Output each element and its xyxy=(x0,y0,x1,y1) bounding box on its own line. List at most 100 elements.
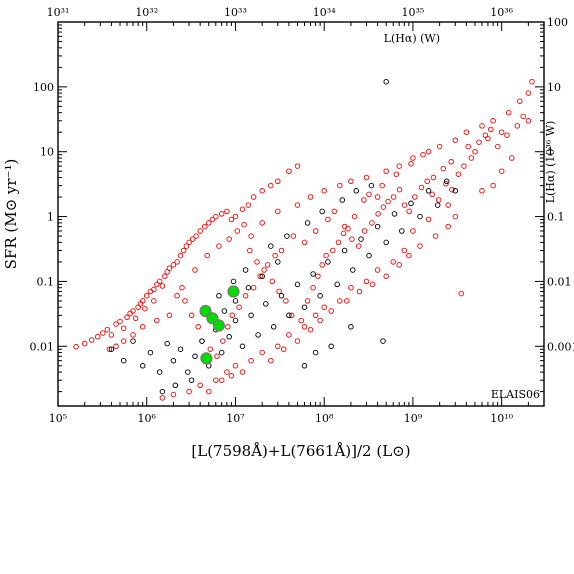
series-0-point-180 xyxy=(269,278,276,285)
series-0-point-165 xyxy=(130,332,136,338)
y-tick-label-1: 0.1 xyxy=(37,275,55,288)
series-0-point-80 xyxy=(458,290,464,297)
series-1-point-18 xyxy=(248,312,254,319)
series-1-point-55 xyxy=(304,220,311,226)
series-0-point-75 xyxy=(525,118,532,124)
series-0-point-17 xyxy=(142,305,148,312)
series-1-point-32 xyxy=(358,236,364,242)
series-0-point-160 xyxy=(278,247,285,254)
x-top-tick-label-0: 10³¹ xyxy=(47,6,70,19)
series-1-point-59 xyxy=(368,182,375,189)
series-0-point-44 xyxy=(239,206,246,212)
series-1-point-60 xyxy=(380,338,386,344)
series-0-point-51 xyxy=(294,163,301,169)
series-0-point-161 xyxy=(290,233,297,239)
series-1-point-49 xyxy=(221,308,228,314)
series-0-point-199 xyxy=(380,204,387,210)
series-0-point-66 xyxy=(436,143,443,150)
series-0-point-217 xyxy=(488,126,494,133)
series-1-point-46 xyxy=(259,273,265,280)
y-axis-title: SFR (M⊙ yr⁻¹) xyxy=(2,159,20,270)
series-0-point-147 xyxy=(195,324,201,330)
series-1-point-21 xyxy=(270,324,277,330)
series-0-point-24 xyxy=(162,273,168,280)
series-1-point-56 xyxy=(319,208,325,215)
series-0-point-89 xyxy=(337,298,343,304)
series-0-point-131 xyxy=(331,208,338,215)
y-right-tick-label-2: 0.1 xyxy=(547,211,565,224)
series-0-point-4 xyxy=(100,330,106,336)
series-0-point-121 xyxy=(432,233,439,239)
series-0-point-43 xyxy=(232,213,239,220)
x-top-tick-label-5: 10³⁶ xyxy=(490,6,513,19)
series-1-point-63 xyxy=(312,349,319,356)
series-1-point-0 xyxy=(108,346,115,352)
series-0-point-167 xyxy=(113,343,119,350)
series-1-point-39 xyxy=(417,213,423,220)
series-1-point-40 xyxy=(425,188,432,194)
series-0-point-138 xyxy=(408,161,414,167)
series-1-point-23 xyxy=(286,312,292,319)
series-0-point-65 xyxy=(425,148,432,155)
series-0-point-187 xyxy=(315,273,321,280)
series-0-point-136 xyxy=(379,182,385,189)
series-1-point-48 xyxy=(232,298,239,304)
series-0-point-20 xyxy=(151,286,157,293)
series-1-point-19 xyxy=(255,332,261,338)
series-1-point-5 xyxy=(156,369,163,375)
series-0-point-172 xyxy=(204,252,210,259)
series-0-point-37 xyxy=(206,220,212,226)
y-tick-label-0: 0.01 xyxy=(30,340,55,353)
series-0-point-192 xyxy=(340,230,347,237)
series-1-point-37 xyxy=(399,228,405,234)
series-1-point-57 xyxy=(339,197,346,203)
x-top-tick-label-1: 10³² xyxy=(135,6,158,19)
series-0-point-191 xyxy=(335,239,342,246)
series-1-point-25 xyxy=(301,304,308,310)
series-0-point-71 xyxy=(505,109,512,116)
series-0-point-101 xyxy=(186,388,192,395)
series-0-point-5 xyxy=(104,326,111,333)
series-0-point-53 xyxy=(259,220,265,226)
ticks-layer: 10⁵ 10⁶ 10⁷ 10⁸ 10⁹ 10¹⁰ 10³¹ 10³² 10³³ 10³⁴ 10³⁵ 1… xyxy=(30,6,574,425)
series-1-point-3 xyxy=(139,363,146,369)
series-0-point-52 xyxy=(248,233,254,239)
series-0-point-210 xyxy=(443,181,449,187)
series-0-point-32 xyxy=(186,239,192,246)
series-0-point-103 xyxy=(159,395,166,401)
series-0-point-119 xyxy=(406,252,412,259)
series-0-point-95 xyxy=(259,349,265,356)
series-0-point-197 xyxy=(369,220,375,226)
series-0-point-8 xyxy=(117,318,123,325)
y-tick-label-3: 10 xyxy=(40,146,54,159)
series-0-point-134 xyxy=(361,197,367,203)
series-0-point-2 xyxy=(88,337,95,343)
series-1-point-44 xyxy=(383,78,389,85)
series-0-point-139 xyxy=(420,151,426,158)
series-0-point-154 xyxy=(236,304,242,310)
series-0-point-181 xyxy=(276,288,282,295)
x-tick-label-0: 10⁵ xyxy=(49,412,67,425)
series-0-point-10 xyxy=(124,314,130,321)
series-0-point-176 xyxy=(241,221,247,228)
series-1-point-61 xyxy=(348,324,354,330)
series-0-point-135 xyxy=(366,191,372,198)
series-1-point-8 xyxy=(177,346,184,352)
series-0-point-219 xyxy=(504,132,510,138)
series-0-point-163 xyxy=(154,317,160,324)
series-1-point-15 xyxy=(226,334,232,340)
series-1-point-45 xyxy=(275,259,281,265)
series-0-point-77 xyxy=(498,129,505,135)
series-0-point-117 xyxy=(383,273,389,280)
series-0-point-141 xyxy=(440,165,447,172)
series-0-point-79 xyxy=(472,148,478,155)
series-1-point-34 xyxy=(374,223,381,230)
series-0-point-194 xyxy=(349,236,355,242)
series-0-point-130 xyxy=(325,216,331,223)
series-0-point-72 xyxy=(517,98,523,104)
y-right-tick-label-5: 100 xyxy=(547,16,568,29)
series-1-point-50 xyxy=(216,293,222,299)
series-0-point-91 xyxy=(312,312,319,319)
series-1-point-2 xyxy=(130,338,136,344)
series-1-point-43 xyxy=(452,188,459,194)
